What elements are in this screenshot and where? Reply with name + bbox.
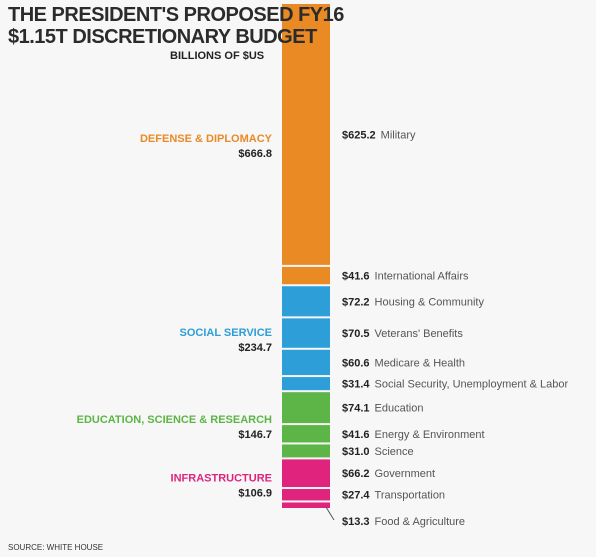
segment-category-label: International Affairs (375, 271, 469, 283)
segment-value-label: $70.5 (342, 328, 370, 340)
segment-value-label: $27.4 (342, 490, 370, 502)
segment-category-label: Transportation (375, 490, 446, 502)
units-label: BILLIONS OF $US (170, 50, 265, 62)
segment-value-label: $41.6 (342, 271, 370, 283)
segment-value-label: $31.4 (342, 379, 370, 391)
bar-segment (282, 489, 330, 501)
chart-title-line1: THE PRESIDENT'S PROPOSED FY16 (8, 4, 344, 26)
leader-line (325, 506, 335, 521)
segment-value-label: $60.6 (342, 357, 370, 369)
segment-value-label: $66.2 (342, 468, 370, 480)
segment-category-label: Veterans' Benefits (375, 328, 464, 340)
group-label: EDUCATION, SCIENCE & RESEARCH (77, 414, 272, 426)
bar-segment (282, 502, 330, 508)
group-total-label: $106.9 (238, 488, 272, 500)
segment-value-label: $31.0 (342, 446, 370, 458)
group-label: DEFENSE & DIPLOMACY (140, 133, 273, 145)
chart-title-line2: $1.15T DISCRETIONARY BUDGET (8, 26, 317, 48)
segment-category-label: Food & Agriculture (375, 516, 466, 528)
bar-segment (282, 392, 330, 424)
bar-segment (282, 266, 330, 285)
group-label: SOCIAL SERVICE (179, 327, 272, 339)
segment-value-label: $74.1 (342, 403, 370, 415)
group-total-label: $234.7 (238, 342, 272, 354)
group-total-label: $146.7 (238, 429, 272, 441)
segment-value-label: $72.2 (342, 296, 370, 308)
chart-title: THE PRESIDENT'S PROPOSED FY16 $1.15T DIS… (8, 4, 344, 48)
segment-value-label: $625.2 (342, 129, 376, 141)
bar-segment (282, 4, 330, 265)
segment-category-label: Social Security, Unemployment & Labor (375, 379, 569, 391)
bar-segment (282, 459, 330, 488)
segment-value-label: $41.6 (342, 429, 370, 441)
bar-segment (282, 349, 330, 376)
segment-category-label: Energy & Environment (375, 429, 485, 441)
source-note: SOURCE: WHITE HOUSE (8, 543, 104, 552)
bar-segment (282, 425, 330, 443)
segment-category-label: Education (375, 403, 424, 415)
bar-segment (282, 444, 330, 458)
segment-category-label: Housing & Community (375, 296, 485, 308)
group-label: INFRASTRUCTURE (171, 473, 272, 485)
segment-category-label: Medicare & Health (375, 357, 466, 369)
segment-category-label: Military (381, 129, 416, 141)
segment-value-label: $13.3 (342, 516, 370, 528)
bar-segment (282, 318, 330, 348)
bar-segment (282, 377, 330, 391)
segment-category-label: Science (375, 446, 414, 458)
segment-category-label: Government (375, 468, 436, 480)
bar-segment (282, 286, 330, 317)
group-total-label: $666.8 (238, 148, 272, 160)
